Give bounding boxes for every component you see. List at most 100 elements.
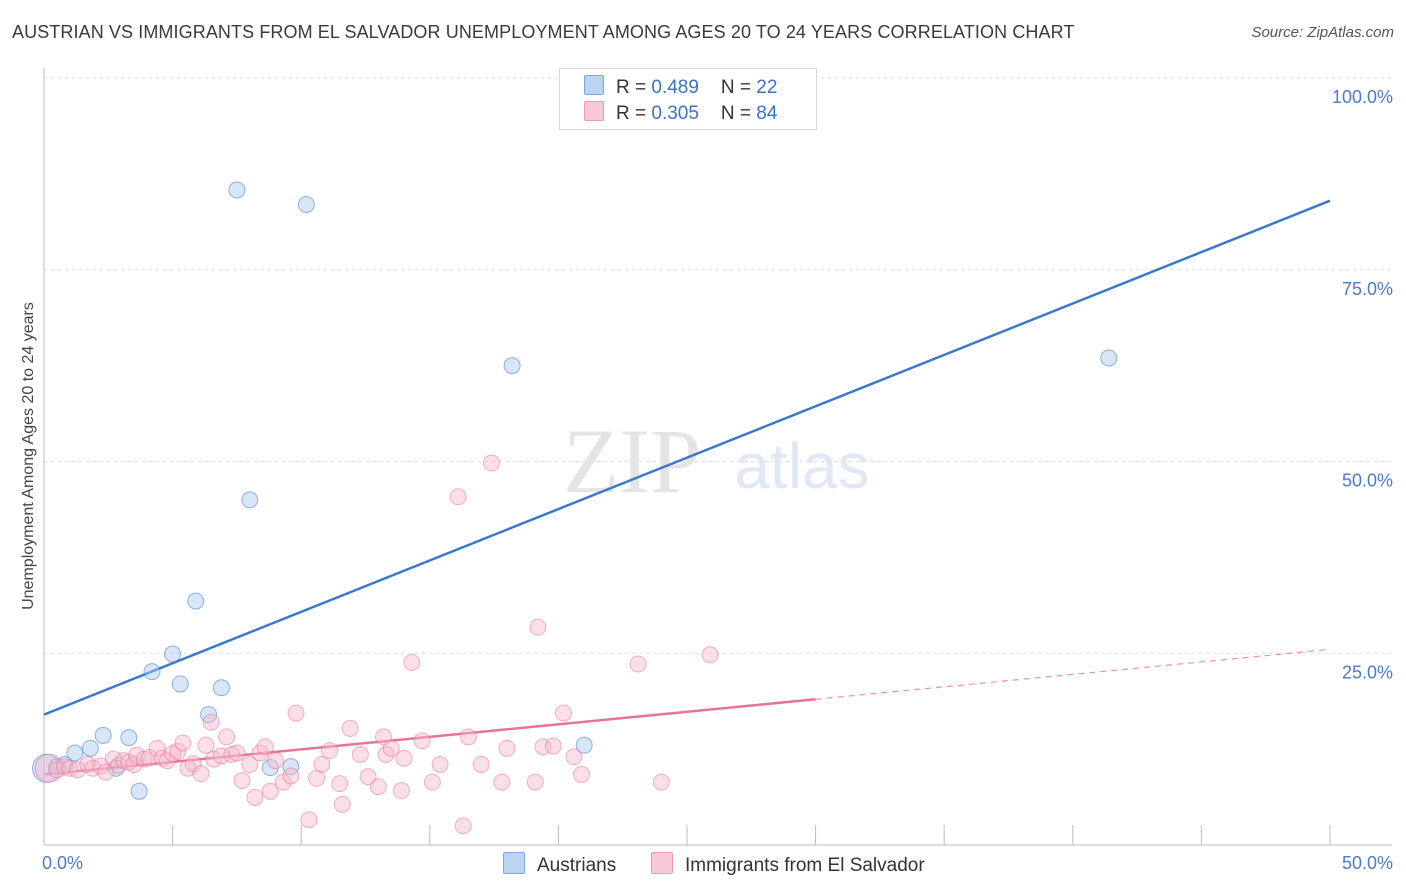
point-el-salvador [529, 618, 547, 636]
point-el-salvador [555, 704, 573, 722]
point-el-salvador [179, 759, 197, 777]
legend-r-value: 0.489 [651, 77, 699, 98]
point-el-salvador [341, 719, 359, 737]
correlation-legend: R = 0.489 N = 22 R = 0.305 N = 84 [559, 68, 817, 130]
point-el-salvador [498, 739, 516, 757]
series-legend-el-salvador: Immigrants from El Salvador [651, 852, 925, 877]
point-austrians [94, 726, 112, 744]
point-el-salvador [331, 775, 349, 793]
y-tick-label: 25.0% [1342, 662, 1393, 682]
point-el-salvador [573, 765, 591, 783]
point-el-salvador [256, 738, 274, 756]
point-austrians [164, 645, 182, 663]
point-el-salvador [261, 782, 279, 800]
point-austrians [503, 357, 521, 375]
x-tick-label: 0.0% [42, 853, 83, 873]
legend-row-el-salvador: R = 0.305 N = 84 [584, 101, 777, 129]
point-el-salvador [526, 773, 544, 791]
series-swatch-austrians [503, 852, 525, 874]
point-el-salvador [287, 704, 305, 722]
legend-n-label: N = [720, 77, 757, 98]
legend-n-value: 84 [756, 103, 778, 124]
point-el-salvador [128, 746, 146, 764]
point-el-salvador [629, 655, 647, 673]
trend-extension-el-salvador [815, 648, 1331, 700]
point-el-salvador [483, 454, 501, 472]
data-points [32, 181, 1118, 835]
point-el-salvador [652, 773, 670, 791]
point-el-salvador [228, 744, 246, 762]
point-el-salvador [148, 739, 166, 757]
legend-n-value: 22 [756, 77, 778, 98]
point-el-salvador [395, 749, 413, 767]
series-swatch-el-salvador [651, 852, 673, 874]
point-el-salvador [233, 772, 251, 790]
point-el-salvador [218, 728, 236, 746]
legend-r-label: R = [616, 103, 652, 124]
point-el-salvador [423, 773, 441, 791]
point-el-salvador [169, 742, 187, 760]
series-label-el-salvador: Immigrants from El Salvador [685, 855, 925, 876]
legend-n-label: N = [720, 103, 757, 124]
point-austrians [297, 196, 315, 214]
point-austrians [1100, 349, 1118, 367]
point-austrians [261, 759, 279, 777]
point-el-salvador [320, 742, 338, 760]
point-el-salvador [333, 795, 351, 813]
series-legend: Austrians Immigrants from El Salvador [0, 852, 1406, 878]
point-el-salvador [449, 488, 467, 506]
point-el-salvador [241, 755, 259, 773]
point-el-salvador [266, 752, 284, 770]
point-el-salvador [701, 646, 719, 664]
point-austrians [575, 736, 593, 754]
point-el-salvador [544, 737, 562, 755]
point-el-salvador [313, 755, 331, 773]
y-tick-label: 75.0% [1342, 279, 1393, 299]
source-credit: Source: ZipAtlas.com [1251, 24, 1394, 41]
point-el-salvador [459, 728, 477, 746]
point-austrians [282, 758, 300, 776]
point-austrians [212, 679, 230, 697]
point-austrians [228, 181, 246, 199]
point-el-salvador [393, 782, 411, 800]
legend-r-label: R = [616, 77, 652, 98]
grid-layer [44, 77, 1392, 654]
y-axis-label-wrap: Unemployment Among Ages 20 to 24 years [16, 0, 42, 892]
trend-line-austrians [43, 199, 1331, 716]
tick-labels: 25.0% 50.0% 75.0% 100.0% 0.0% 50.0% [42, 87, 1393, 873]
point-el-salvador [192, 765, 210, 783]
point-el-salvador [300, 811, 318, 829]
axes-layer [43, 68, 1392, 846]
y-axis-label: Unemployment Among Ages 20 to 24 years [20, 302, 37, 610]
point-el-salvador [110, 756, 128, 774]
point-austrians [187, 592, 205, 610]
legend-swatch-el-salvador [584, 101, 604, 121]
point-el-salvador [202, 713, 220, 731]
point-el-salvador [454, 817, 472, 835]
point-el-salvador [197, 736, 215, 754]
point-el-salvador [174, 734, 192, 752]
chart-title: AUSTRIAN VS IMMIGRANTS FROM EL SALVADOR … [12, 22, 1075, 42]
legend-row-austrians: R = 0.489 N = 22 [584, 75, 777, 103]
point-austrians [120, 729, 138, 747]
legend-swatch-austrians [584, 75, 604, 95]
point-el-salvador [472, 755, 490, 773]
point-el-salvador [403, 653, 421, 671]
point-el-salvador [565, 748, 583, 766]
y-tick-label: 50.0% [1342, 471, 1393, 491]
legend-r-value: 0.305 [651, 103, 699, 124]
point-el-salvador [413, 732, 431, 750]
point-el-salvador [369, 778, 387, 796]
series-legend-austrians: Austrians [503, 852, 616, 877]
x-tick-label: 50.0% [1342, 853, 1393, 873]
watermark-atlas: atlas [734, 430, 869, 502]
point-el-salvador [431, 755, 449, 773]
point-el-salvador [493, 773, 511, 791]
point-austrians [130, 782, 148, 800]
point-el-salvador [382, 739, 400, 757]
point-austrians [241, 491, 259, 509]
series-label-austrians: Austrians [537, 855, 617, 876]
y-tick-label: 100.0% [1332, 87, 1393, 107]
point-el-salvador [246, 788, 264, 806]
